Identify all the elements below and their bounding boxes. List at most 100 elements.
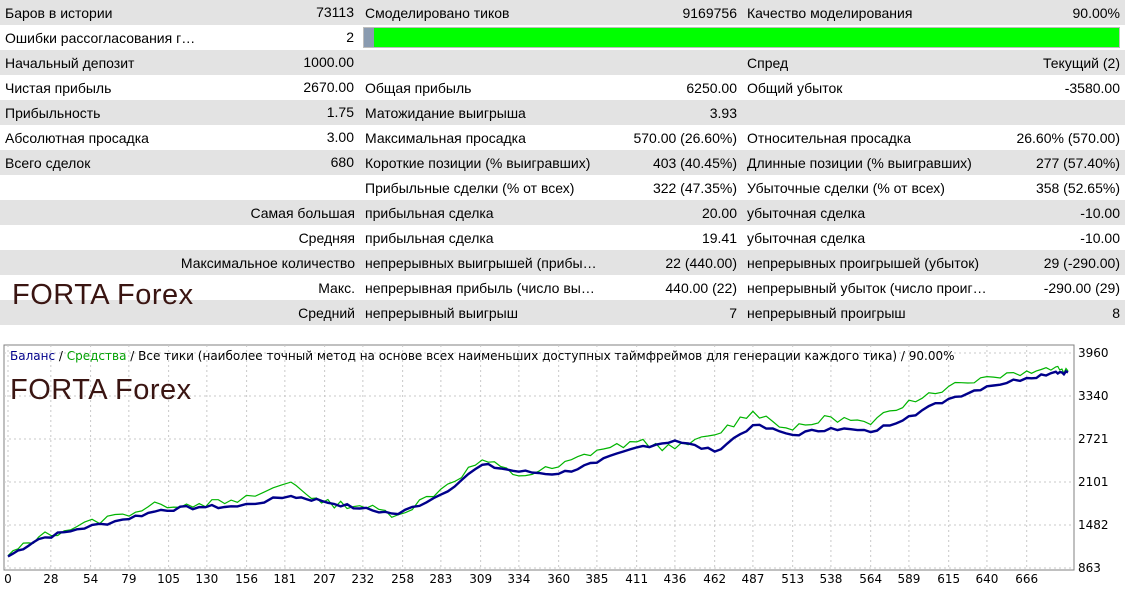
report-row: Ошибки рассогласования графиков 2 (0, 25, 1125, 50)
report-cell (0, 175, 360, 200)
mismatch-value: 2 (346, 29, 354, 45)
legend-equity: Средства (67, 349, 127, 363)
report-cell: прибыльная сделка (360, 200, 605, 225)
report-cell (742, 100, 997, 125)
x-tick-label: 513 (781, 572, 804, 586)
x-tick-label: 360 (547, 572, 570, 586)
report-cell: непрерывных выигрышей (прибыль) (360, 250, 605, 275)
report-cell: Спред (742, 50, 997, 75)
quality-bar-cell (360, 25, 1125, 50)
x-tick-label: 0 (4, 572, 12, 586)
report-cell: непрерывная прибыль (число выигрышей) (360, 275, 605, 300)
report-cell: 7 (605, 300, 742, 325)
report-row: Начальный депозит 1000.00 Спред Текущий (2) (0, 50, 1125, 75)
report-cell: Самая большая (0, 200, 360, 225)
report-cell: Ошибки рассогласования графиков 2 (0, 25, 360, 50)
x-tick-label: 385 (585, 572, 608, 586)
x-tick-label: 334 (507, 572, 530, 586)
report-cell: Матожидание выигрыша (360, 100, 605, 125)
watermark-top: FORTA Forex (12, 279, 194, 311)
report-cell: Качество моделирования (742, 0, 997, 25)
report-cell: 277 (57.40%) (997, 150, 1125, 175)
x-tick-label: 309 (469, 572, 492, 586)
plot-area (3, 344, 1075, 571)
report-cell: Максимальная просадка (360, 125, 605, 150)
y-tick-label: 863 (1078, 561, 1101, 575)
x-tick-label: 232 (351, 572, 374, 586)
report-cell: 90.00% (997, 0, 1125, 25)
report-cell: 8 (997, 300, 1125, 325)
report-cell: Общий убыток (742, 75, 997, 100)
y-tick-label: 3340 (1078, 389, 1109, 403)
report-cell: Всего сделок 680 (0, 150, 360, 175)
y-tick-label: 3960 (1078, 346, 1109, 360)
report-cell: Макс. (0, 275, 360, 300)
report-cell (360, 50, 605, 75)
report-cell: 6250.00 (605, 75, 742, 100)
x-tick-label: 462 (703, 572, 726, 586)
report-cell: Смоделировано тиков (360, 0, 605, 25)
report-cell: Чистая прибыль 2670.00 (0, 75, 360, 100)
report-row: Абсолютная просадка 3.00 Максимальная прос… (0, 125, 1125, 150)
equity-line (7, 365, 1069, 557)
y-tick-label: 2101 (1078, 475, 1109, 489)
modeling-quality-bar (363, 27, 1120, 48)
report-cell: Относительная просадка (742, 125, 997, 150)
x-tick-label: 181 (273, 572, 296, 586)
test-report-table: Баров в истории 73113 Смоделировано тиков 9… (0, 0, 1125, 325)
y-tick-label: 1482 (1078, 518, 1109, 532)
x-tick-label: 28 (43, 572, 58, 586)
x-tick-label: 283 (429, 572, 452, 586)
report-cell: -290.00 (29) (997, 275, 1125, 300)
report-cell: 29 (-290.00) (997, 250, 1125, 275)
x-tick-label: 411 (625, 572, 648, 586)
report-cell: 358 (52.65%) (997, 175, 1125, 200)
report-cell: Короткие позиции (% выигравших) (360, 150, 605, 175)
x-tick-label: 207 (313, 572, 336, 586)
report-row: Чистая прибыль 2670.00 Общая прибыль 6250.0… (0, 75, 1125, 100)
x-tick-label: 615 (937, 572, 960, 586)
x-tick-label: 564 (859, 572, 882, 586)
report-cell: Баров в истории 73113 (0, 0, 360, 25)
report-cell: -3580.00 (997, 75, 1125, 100)
balance-line (7, 369, 1069, 558)
report-cell: Прибыльные сделки (% от всех) (360, 175, 605, 200)
balance-chart: 3960 3340 2721 2101 1482 863 0 28 54 79 105 130 156… (3, 344, 1109, 586)
report-cell: 22 (440.00) (605, 250, 742, 275)
report-cell: убыточная сделка (742, 225, 997, 250)
report-row: Прибыльность 1.75 Матожидание выигрыша 3.93 (0, 100, 1125, 125)
chart-legend: Баланс / Средства / Все тики (наиболее т… (10, 349, 955, 363)
report-row: Самая большая прибыльная сделка 20.00 убыто… (0, 200, 1125, 225)
report-cell: убыточная сделка (742, 200, 997, 225)
report-cell: непрерывный выигрыш (360, 300, 605, 325)
x-tick-label: 487 (741, 572, 764, 586)
x-tick-label: 79 (121, 572, 136, 586)
x-tick-label: 640 (975, 572, 998, 586)
report-cell: 403 (40.45%) (605, 150, 742, 175)
report-row: Прибыльные сделки (% от всех) 322 (47.35%… (0, 175, 1125, 200)
report-cell: -10.00 (997, 225, 1125, 250)
report-cell: Текущий (2) (997, 50, 1125, 75)
report-cell: -10.00 (997, 200, 1125, 225)
report-cell: Общая прибыль (360, 75, 605, 100)
report-row: Средняя прибыльная сделка 19.41 убыточная с… (0, 225, 1125, 250)
watermark-chart: FORTA Forex (10, 374, 192, 406)
report-row: Баров в истории 73113 Смоделировано тиков 9… (0, 0, 1125, 25)
report-cell: Начальный депозит 1000.00 (0, 50, 360, 75)
report-cell: 19.41 (605, 225, 742, 250)
x-tick-label: 589 (897, 572, 920, 586)
report-cell: непрерывный проигрыш (742, 300, 997, 325)
report-cell: Убыточные сделки (% от всех) (742, 175, 997, 200)
report-cell: 20.00 (605, 200, 742, 225)
x-tick-label: 105 (157, 572, 180, 586)
legend-method: Все тики (наиболее точный метод на основ… (138, 349, 954, 363)
report-cell: непрерывный убыток (число проигрышей) (742, 275, 997, 300)
report-cell: Абсолютная просадка 3.00 (0, 125, 360, 150)
report-cell: 26.60% (570.00) (997, 125, 1125, 150)
report-cell: 322 (47.35%) (605, 175, 742, 200)
x-tick-label: 130 (195, 572, 218, 586)
report-cell: Прибыльность 1.75 (0, 100, 360, 125)
report-cell: 440.00 (22) (605, 275, 742, 300)
report-row: Средний непрерывный выигрыш 7 непрерывный п… (0, 300, 1125, 325)
report-cell: Максимальное количество (0, 250, 360, 275)
